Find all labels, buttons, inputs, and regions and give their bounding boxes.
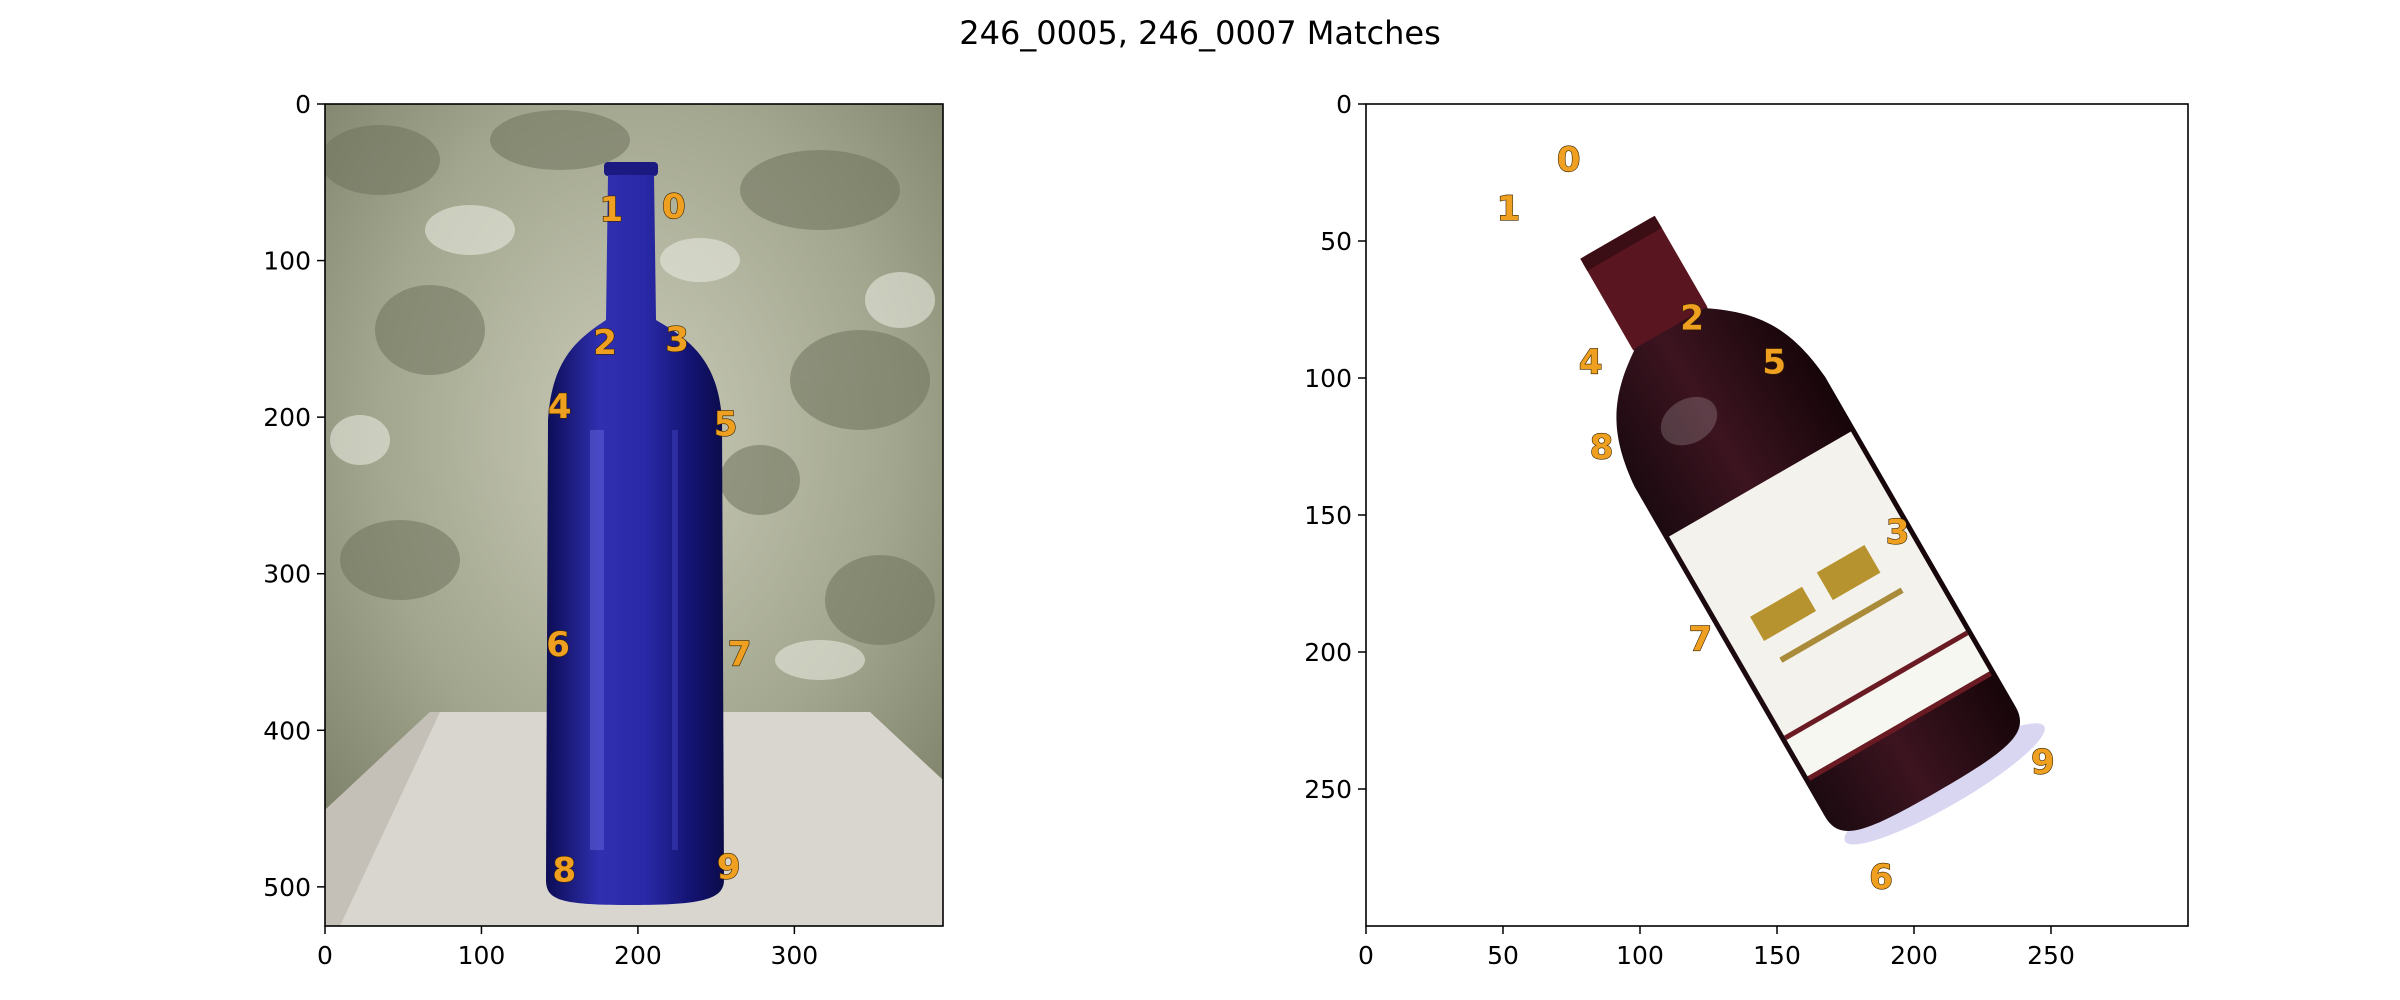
right-ytick-label: 50 (1320, 227, 1352, 256)
left-photo (325, 104, 943, 926)
left-keypoint-3: 3 (665, 320, 689, 360)
left-keypoint-4: 4 (548, 387, 572, 427)
right-xtick-label: 200 (1890, 941, 1938, 970)
right-ytick-label: 100 (1304, 364, 1352, 393)
left-keypoint-1: 1 (599, 190, 623, 230)
left-keypoint-6: 6 (546, 625, 570, 665)
right-ytick-label: 200 (1304, 638, 1352, 667)
left-keypoint-5: 5 (714, 404, 738, 444)
right-keypoint-5: 5 (1762, 343, 1786, 383)
right-keypoint-8: 8 (1590, 428, 1614, 468)
figure-title: 246_0005, 246_0007 Matches (959, 14, 1441, 52)
right-ytick-label: 250 (1304, 775, 1352, 804)
left-axes-frame (324, 103, 944, 927)
left-xtick-label: 300 (771, 941, 819, 970)
right-xtick-label: 250 (2027, 941, 2075, 970)
right-xtick-label: 100 (1616, 941, 1664, 970)
left-keypoint-0: 0 (662, 187, 686, 227)
right-keypoint-2: 2 (1680, 299, 1704, 339)
left-keypoint-8: 8 (553, 851, 577, 891)
left-keypoint-9: 9 (717, 848, 741, 888)
right-keypoint-3: 3 (1886, 512, 1910, 552)
right-xtick-label: 50 (1487, 941, 1519, 970)
left-keypoint-7: 7 (728, 635, 752, 675)
right-ytick-label: 150 (1304, 501, 1352, 530)
left-ytick-label: 200 (263, 403, 311, 432)
left-xtick-label: 0 (317, 941, 333, 970)
left-keypoints: 01 2 3 4 5 6 7 8 9 (546, 186, 752, 891)
left-ytick-label: 300 (263, 560, 311, 589)
right-xtick-label: 0 (1358, 941, 1374, 970)
left-xtick-label: 100 (458, 941, 506, 970)
left-ytick-label: 400 (263, 716, 311, 745)
right-photo (1366, 104, 2188, 926)
right-keypoint-0: 0 (1557, 140, 1581, 180)
right-keypoints: 01 2 3 4 5 6 7 8 9 (1496, 139, 2055, 898)
left-axes: 0 100 200 300 0 100 200 300 400 500 (263, 90, 818, 970)
left-ytick-label: 0 (295, 90, 311, 119)
right-keypoint-6: 6 (1869, 858, 1893, 898)
right-keypoint-4: 4 (1579, 343, 1603, 383)
right-keypoint-7: 7 (1688, 619, 1712, 659)
left-keypoint-2: 2 (593, 323, 617, 363)
right-ytick-label: 0 (1336, 90, 1352, 119)
left-ytick-label: 100 (263, 247, 311, 276)
right-keypoint-9: 9 (2031, 743, 2055, 783)
right-keypoint-1: 1 (1497, 189, 1521, 229)
right-xtick-label: 150 (1753, 941, 1801, 970)
left-ytick-label: 500 (263, 873, 311, 902)
left-xtick-label: 200 (614, 941, 662, 970)
